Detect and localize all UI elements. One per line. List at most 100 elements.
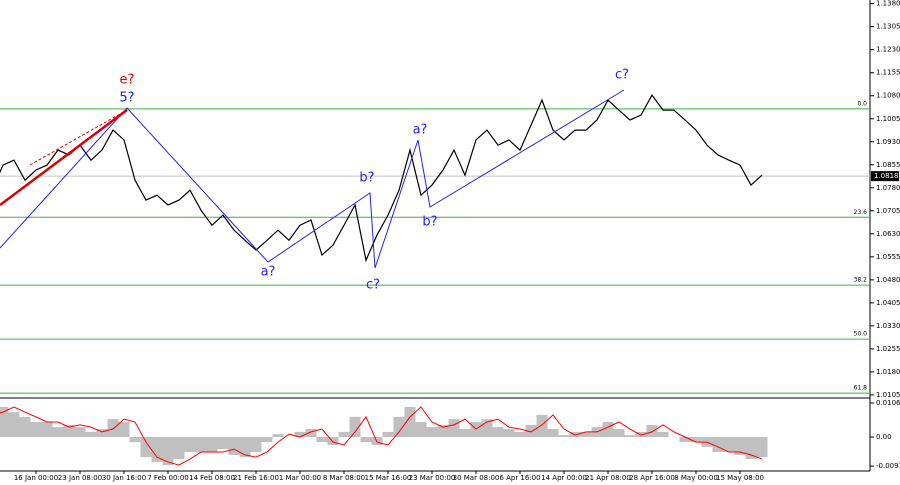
osc-bar — [382, 431, 394, 438]
x-tick-label: 30 Jan 16:00 — [102, 474, 146, 482]
osc-bar — [624, 435, 636, 438]
osc-bar — [481, 419, 493, 438]
price-line — [0, 94, 763, 263]
y-tick-label: 1.1230 — [876, 46, 900, 54]
osc-bar — [393, 416, 405, 438]
osc-bar — [96, 429, 108, 438]
osc-bar — [272, 434, 284, 438]
y-tick-label: 1.0930 — [876, 138, 900, 146]
osc-bar — [690, 437, 702, 443]
wave-line — [0, 89, 625, 269]
osc-bar — [602, 422, 614, 438]
osc-bar — [404, 406, 416, 438]
current-price-box — [871, 171, 899, 182]
osc-bar — [646, 424, 658, 438]
osc-bar — [426, 427, 438, 438]
y-tick-label: 1.0705 — [876, 207, 900, 215]
osc-bar — [129, 437, 141, 443]
fib-label: 23.6 — [854, 209, 868, 216]
osc-bar — [349, 416, 361, 438]
y-tick-label: 1.1005 — [876, 115, 900, 123]
osc-bar — [19, 416, 31, 438]
wave-label: 5? — [119, 91, 134, 106]
osc-bar — [492, 427, 504, 438]
osc-bar — [580, 431, 592, 438]
osc-bar — [0, 406, 9, 438]
x-tick-label: 14 Apr 00:00 — [541, 474, 587, 482]
y-tick-label: -0.00913 — [876, 462, 900, 470]
y-tick-label: 1.1305 — [876, 23, 900, 31]
y-tick-label: 1.0180 — [876, 368, 900, 376]
y-tick-label: 1.0780 — [876, 184, 900, 192]
osc-bar — [228, 437, 240, 455]
x-tick-label: 16 Jan 00:00 — [14, 474, 58, 482]
x-tick-label: 15 May 08:00 — [716, 474, 764, 482]
current-price-label: 1.0818 — [874, 172, 899, 180]
osc-bar — [140, 437, 152, 458]
wave-lines — [0, 89, 625, 269]
osc-bar — [239, 437, 251, 458]
x-tick-label: 8 Mar 08:00 — [323, 474, 365, 482]
osc-bar — [63, 424, 75, 438]
fib-label: 0.0 — [857, 100, 867, 107]
y-tick-label: 1.1080 — [876, 92, 900, 100]
osc-bar — [250, 437, 262, 453]
osc-bar — [74, 427, 86, 438]
wave-label: a? — [261, 265, 276, 280]
osc-bar — [679, 437, 691, 443]
osc-bar — [459, 429, 471, 438]
x-tick-label: 23 Mar 00:00 — [409, 474, 456, 482]
wave-label: c? — [615, 68, 629, 83]
osc-bar — [305, 429, 317, 438]
osc-bar — [503, 429, 515, 438]
fib-label: 38.2 — [854, 277, 868, 284]
osc-bar — [734, 437, 746, 455]
osc-bar — [360, 437, 372, 443]
x-tick-label: 8 May 00:00 — [674, 474, 718, 482]
osc-bar — [107, 419, 119, 438]
y-tick-label: 1.0405 — [876, 299, 900, 307]
osc-bar — [52, 427, 64, 438]
osc-bar — [294, 431, 306, 438]
x-tick-label: 21 Feb 16:00 — [233, 474, 279, 482]
osc-bar — [41, 422, 53, 438]
fib-label: 50.0 — [854, 331, 868, 338]
osc-bar — [338, 431, 350, 438]
osc-bar — [547, 429, 559, 438]
osc-bar — [536, 414, 548, 438]
osc-bar — [756, 437, 768, 458]
osc-bar — [184, 437, 196, 453]
osc-bar — [569, 431, 581, 438]
osc-bar — [151, 437, 163, 462]
x-tick-label: 30 Mar 08:00 — [453, 474, 500, 482]
osc-bar — [173, 437, 185, 460]
y-tick-label: 1.0480 — [876, 276, 900, 284]
y-tick-label: 1.0255 — [876, 345, 900, 353]
fib-label: 61.8 — [854, 385, 868, 392]
osc-bar — [525, 424, 537, 438]
osc-bar — [261, 437, 273, 443]
y-tick-label: 0.00 — [876, 433, 892, 441]
osc-bar — [745, 437, 757, 460]
wave-label: b? — [359, 171, 374, 186]
osc-bar — [558, 435, 570, 438]
x-tick-label: 14 Feb 08:00 — [189, 474, 235, 482]
x-tick-label: 6 Apr 16:00 — [499, 474, 540, 482]
y-tick-label: 1.1155 — [876, 69, 900, 77]
x-tick-label: 7 Feb 00:00 — [147, 474, 188, 482]
x-tick-label: 1 Mar 00:00 — [279, 474, 321, 482]
y-tick-label: 0.01065 — [876, 399, 900, 407]
osc-bar — [514, 431, 526, 438]
osc-bar — [217, 437, 229, 450]
osc-bar — [613, 429, 625, 438]
osc-bar — [206, 437, 218, 453]
wave-label: a? — [413, 123, 428, 138]
osc-bar — [118, 422, 130, 438]
osc-bar — [8, 412, 20, 438]
x-tick-label: 15 Mar 16:00 — [365, 474, 412, 482]
x-tick-label: 21 Apr 08:00 — [585, 474, 631, 482]
wave-line-red — [0, 108, 128, 207]
osc-bar — [657, 431, 669, 438]
x-tick-label: 23 Jan 08:00 — [58, 474, 102, 482]
